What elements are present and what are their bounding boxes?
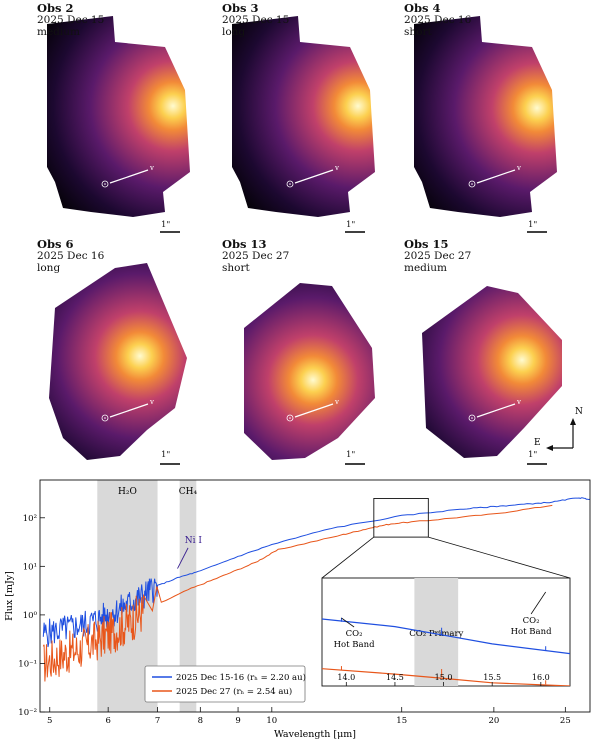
zoom-box — [373, 498, 429, 538]
velocity-label: v — [149, 164, 154, 172]
obs-panel: v Obs 15 2025 Dec 27 medium 1" — [402, 238, 592, 470]
obs-date: 2025 Dec 16 — [37, 250, 105, 262]
legend-entry: 2025 Dec 15-16 (rₕ = 2.20 au) — [176, 672, 306, 683]
sun-velocity-vector: v — [286, 164, 339, 188]
y-tick-label: 10⁻² — [18, 708, 37, 718]
scale-label: 1" — [528, 450, 538, 460]
x-tick-label: 8 — [198, 716, 203, 726]
obs-obs: Obs 6 — [37, 237, 74, 251]
inset-series-line — [322, 618, 570, 655]
obs-date: 2025 Dec 27 — [222, 250, 290, 262]
x-axis-label: Wavelength [μm] — [274, 729, 356, 740]
compass-rose: N E — [534, 407, 583, 451]
obs-mode: medium — [404, 262, 447, 274]
obs-mode: medium — [37, 26, 80, 38]
sun-velocity-vector: v — [286, 398, 339, 422]
x-tick-label: 25 — [560, 716, 571, 726]
hot-band-label: CO₂ Hot Band — [511, 616, 552, 637]
east-label: E — [534, 438, 541, 448]
obs-panel: v Obs 2 2025 Dec 15 medium 1" — [35, 2, 225, 234]
legend: 2025 Dec 15-16 (rₕ = 2.20 au) 2025 Dec 27… — [144, 665, 306, 703]
comet-image — [47, 16, 190, 217]
x-tick-label: 10 — [266, 716, 277, 726]
y-tick-label: 10⁻¹ — [18, 659, 37, 669]
obs-date: 2025 Dec 27 — [404, 250, 472, 262]
obs-obs: Obs 3 — [222, 1, 259, 15]
obs-obs: Obs 4 — [404, 1, 441, 15]
inset-band — [414, 578, 459, 686]
scale-label: 1" — [346, 220, 356, 230]
velocity-label: v — [334, 164, 339, 172]
hot-band-label: CO₂ Hot Band — [334, 629, 375, 650]
x-tick-label: 9 — [235, 716, 240, 726]
inset-tick-label: 14.0 — [337, 673, 355, 682]
obs-label: Obs 3 2025 Dec 15 long — [222, 2, 289, 38]
velocity-label: v — [149, 398, 154, 406]
comet-image — [244, 283, 375, 460]
sun-velocity-vector: v — [101, 164, 154, 188]
sun-velocity-vector: v — [468, 164, 521, 188]
obs-mode: long — [222, 26, 246, 38]
obs-mode: short — [404, 26, 432, 38]
comet-image — [414, 16, 557, 217]
absorption-band — [179, 480, 197, 712]
x-tick-label: 6 — [105, 716, 110, 726]
series-line — [42, 504, 553, 682]
spectrum-chart: H₂O CH₄ 5 6 7 8 9 10 15 20 25 10⁻² 10⁻¹ 10⁰ 10¹ 10² Wave… — [4, 479, 591, 740]
obs-date: 2025 Dec 15 — [37, 14, 105, 26]
obs-obs: Obs 15 — [404, 237, 449, 251]
x-tick-label: 5 — [47, 716, 52, 726]
scale-label: 1" — [161, 450, 171, 460]
x-tick-label: 15 — [396, 716, 407, 726]
band-label: H₂O — [118, 487, 137, 497]
obs-panel: v Obs 13 2025 Dec 27 short 1" — [220, 238, 410, 470]
x-tick-label: 20 — [488, 716, 499, 726]
obs-label: Obs 2 2025 Dec 15 medium — [37, 2, 104, 38]
velocity-label: v — [334, 398, 339, 406]
obs-obs: Obs 13 — [222, 237, 267, 251]
band-label: CH₄ — [179, 487, 198, 497]
y-axis-label: Flux [mJy] — [4, 571, 15, 621]
obs-label: Obs 13 2025 Dec 27 short — [222, 238, 289, 274]
north-label: N — [575, 407, 583, 417]
inset-tick-label: 14.5 — [386, 673, 404, 682]
comet-image — [422, 286, 562, 458]
sun-velocity-vector: v — [101, 398, 154, 422]
obs-date: 2025 Dec 15 — [222, 14, 290, 26]
plot-frame — [39, 479, 591, 713]
obs-label: Obs 4 2025 Dec 16 short — [404, 2, 471, 38]
y-tick-label: 10² — [23, 514, 37, 524]
sun-velocity-vector: v — [468, 398, 521, 422]
inset-series-line — [322, 668, 570, 686]
obs-panel: v Obs 4 2025 Dec 16 short 1" — [402, 2, 592, 234]
obs-panel: v Obs 3 2025 Dec 15 long 1" — [220, 2, 410, 234]
inset-tick-label: 15.5 — [483, 673, 501, 682]
annotation-label: Ni I — [185, 536, 203, 546]
obs-obs: Obs 2 — [37, 1, 74, 15]
obs-mode: short — [222, 262, 250, 274]
comet-image — [49, 263, 187, 460]
obs-date: 2025 Dec 16 — [404, 14, 472, 26]
inset-tick-label: 15.0 — [435, 673, 453, 682]
x-tick-label: 7 — [155, 716, 160, 726]
comet-image — [232, 16, 375, 217]
scale-label: 1" — [161, 220, 171, 230]
obs-panel: v Obs 6 2025 Dec 16 long 1" — [35, 238, 225, 470]
legend-entry: 2025 Dec 27 (rₕ = 2.54 au) — [176, 686, 292, 697]
scale-label: 1" — [528, 220, 538, 230]
obs-mode: long — [37, 262, 61, 274]
y-tick-label: 10¹ — [23, 562, 37, 572]
y-tick-label: 10⁰ — [23, 611, 38, 621]
velocity-label: v — [516, 398, 521, 406]
obs-label: Obs 6 2025 Dec 16 long — [37, 238, 104, 274]
inset-tick-label: 16.0 — [532, 673, 550, 682]
obs-label: Obs 15 2025 Dec 27 medium — [404, 238, 471, 274]
scale-label: 1" — [346, 450, 356, 460]
velocity-label: v — [516, 164, 521, 172]
